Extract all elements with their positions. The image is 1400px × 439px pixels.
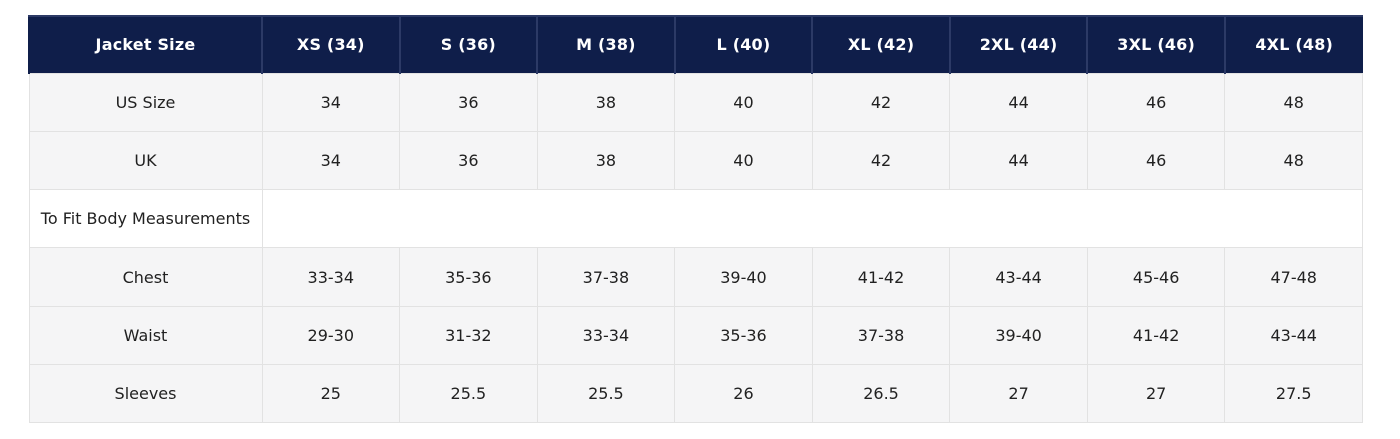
cell-r1-c2: 38 [536,130,676,191]
header-size-col-1: S (36) [398,15,538,73]
cell-r5-c7: 27.5 [1224,363,1363,424]
cell-r5-c1: 25.5 [399,363,538,424]
cell-r3-c5: 43-44 [949,247,1088,307]
row-label-2: To Fit Body Measurements [28,189,263,249]
cell-r5-c3: 26 [674,363,813,424]
cell-r0-c0: 34 [261,72,401,132]
table-row-2: To Fit Body Measurements [28,189,1363,249]
row-label-1: UK [28,130,263,191]
cell-r0-c5: 44 [949,72,1088,132]
page: Jacket Size XS (34) S (36) M (38) L (40) XL (… [28,15,1363,424]
cell-r3-c6: 45-46 [1086,247,1226,307]
header-row: Jacket Size XS (34) S (36) M (38) L (40) XL (… [28,15,1363,73]
cell-r0-c7: 48 [1224,72,1363,132]
cell-r5-c4: 26.5 [811,363,951,424]
row-label-5: Sleeves [28,363,263,424]
header-size-col-5: 2XL (44) [948,15,1088,73]
cell-r4-c3: 35-36 [674,305,813,365]
row-label-4: Waist [28,305,263,365]
cell-r4-c4: 37-38 [811,305,951,365]
cell-r4-c5: 39-40 [949,305,1088,365]
cell-r5-c0: 25 [261,363,401,424]
table-row-0: US Size 34 36 38 40 42 44 46 48 [28,72,1363,132]
cell-r0-c4: 42 [811,72,951,132]
cell-r4-c6: 41-42 [1086,305,1226,365]
header-size-col-4: XL (42) [811,15,950,73]
cell-r0-c2: 38 [536,72,676,132]
header-size-col-2: M (38) [536,15,675,73]
table-row-5: Sleeves 25 25.5 25.5 26 26.5 27 27 27.5 [28,363,1363,424]
cell-r5-c5: 27 [949,363,1088,424]
cell-r0-c1: 36 [399,72,538,132]
cell-r3-c2: 37-38 [536,247,676,307]
table-row-3: Chest 33-34 35-36 37-38 39-40 41-42 43-44 45-46… [28,247,1363,307]
cell-r1-c3: 40 [674,130,813,191]
header-size-col-6: 3XL (46) [1086,15,1225,73]
cell-r4-c0: 29-30 [261,305,401,365]
cell-r1-c7: 48 [1224,130,1363,191]
cell-r1-c1: 36 [399,130,538,191]
cell-r5-c6: 27 [1086,363,1226,424]
cell-r3-c1: 35-36 [399,247,538,307]
cell-r1-c6: 46 [1086,130,1226,191]
table-row-1: UK 34 36 38 40 42 44 46 48 [28,130,1363,191]
cell-r0-c6: 46 [1086,72,1226,132]
cell-r4-c2: 33-34 [536,305,676,365]
cell-r1-c4: 42 [811,130,951,191]
table-row-4: Waist 29-30 31-32 33-34 35-36 37-38 39-40 41-42… [28,305,1363,365]
header-size-col-0: XS (34) [261,15,400,73]
cell-r3-c4: 41-42 [811,247,951,307]
cell-r1-c0: 34 [261,130,401,191]
table-header: Jacket Size XS (34) S (36) M (38) L (40) XL (… [28,15,1363,73]
row-label-3: Chest [28,247,263,307]
jacket-size-table: Jacket Size XS (34) S (36) M (38) L (40) XL (… [28,15,1363,424]
table-body: US Size 34 36 38 40 42 44 46 48 UK 34 36 38 40 42 44 46 4… [28,72,1363,424]
cell-r4-c7: 43-44 [1224,305,1363,365]
row-span-cell-2 [262,189,1363,249]
cell-r3-c3: 39-40 [674,247,813,307]
cell-r0-c3: 40 [674,72,813,132]
cell-r4-c1: 31-32 [399,305,538,365]
cell-r3-c7: 47-48 [1224,247,1363,307]
cell-r1-c5: 44 [949,130,1088,191]
header-size-col-3: L (40) [673,15,813,73]
header-size-col-7: 4XL (48) [1223,15,1363,73]
cell-r5-c2: 25.5 [536,363,676,424]
row-label-0: US Size [28,72,263,132]
header-corner-jacket-size: Jacket Size [28,15,262,73]
cell-r3-c0: 33-34 [261,247,401,307]
